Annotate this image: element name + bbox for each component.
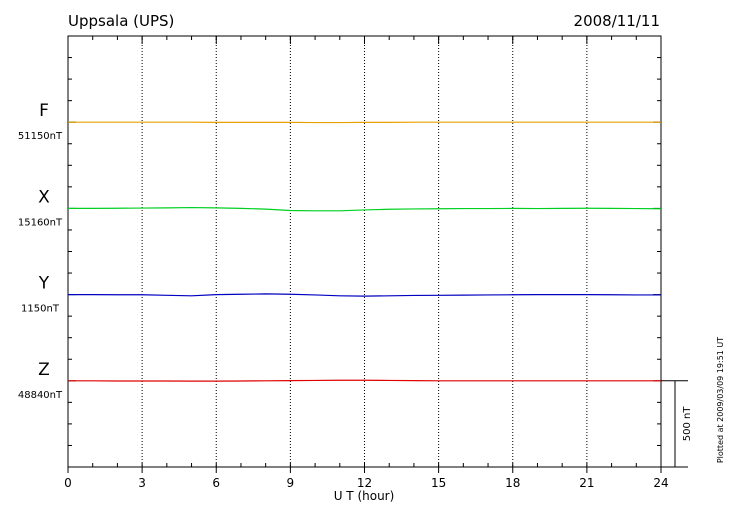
x-tick-label: 18 [505,476,520,490]
x-tick-label: 15 [431,476,446,490]
baseline-label: 48840nT [18,390,63,401]
plot-note: Plotted at 2009/03/09 19:51 UT [716,337,725,463]
series-name: F [39,101,49,121]
x-axis-label: U T (hour) [334,489,395,503]
x-tick-label: 6 [212,476,220,490]
baseline-label: 1150nT [21,304,60,315]
chart-title: Uppsala (UPS) [68,12,174,30]
x-tick-label: 24 [653,476,668,490]
baseline-label: 51150nT [18,131,63,142]
chart-date: 2008/11/11 [574,12,660,30]
scale-bar-label: 500 nT [682,406,693,442]
x-tick-label: 9 [287,476,295,490]
series-name: Y [38,274,50,294]
x-tick-label: 12 [357,476,372,490]
x-tick-label: 3 [138,476,146,490]
series-name: X [38,187,50,207]
baseline-label: 15160nT [18,217,63,228]
x-tick-label: 21 [579,476,594,490]
x-tick-label: 0 [64,476,72,490]
series-name: Z [38,360,50,380]
series-line [68,379,661,382]
series-line [68,206,662,212]
series-line [68,293,661,297]
